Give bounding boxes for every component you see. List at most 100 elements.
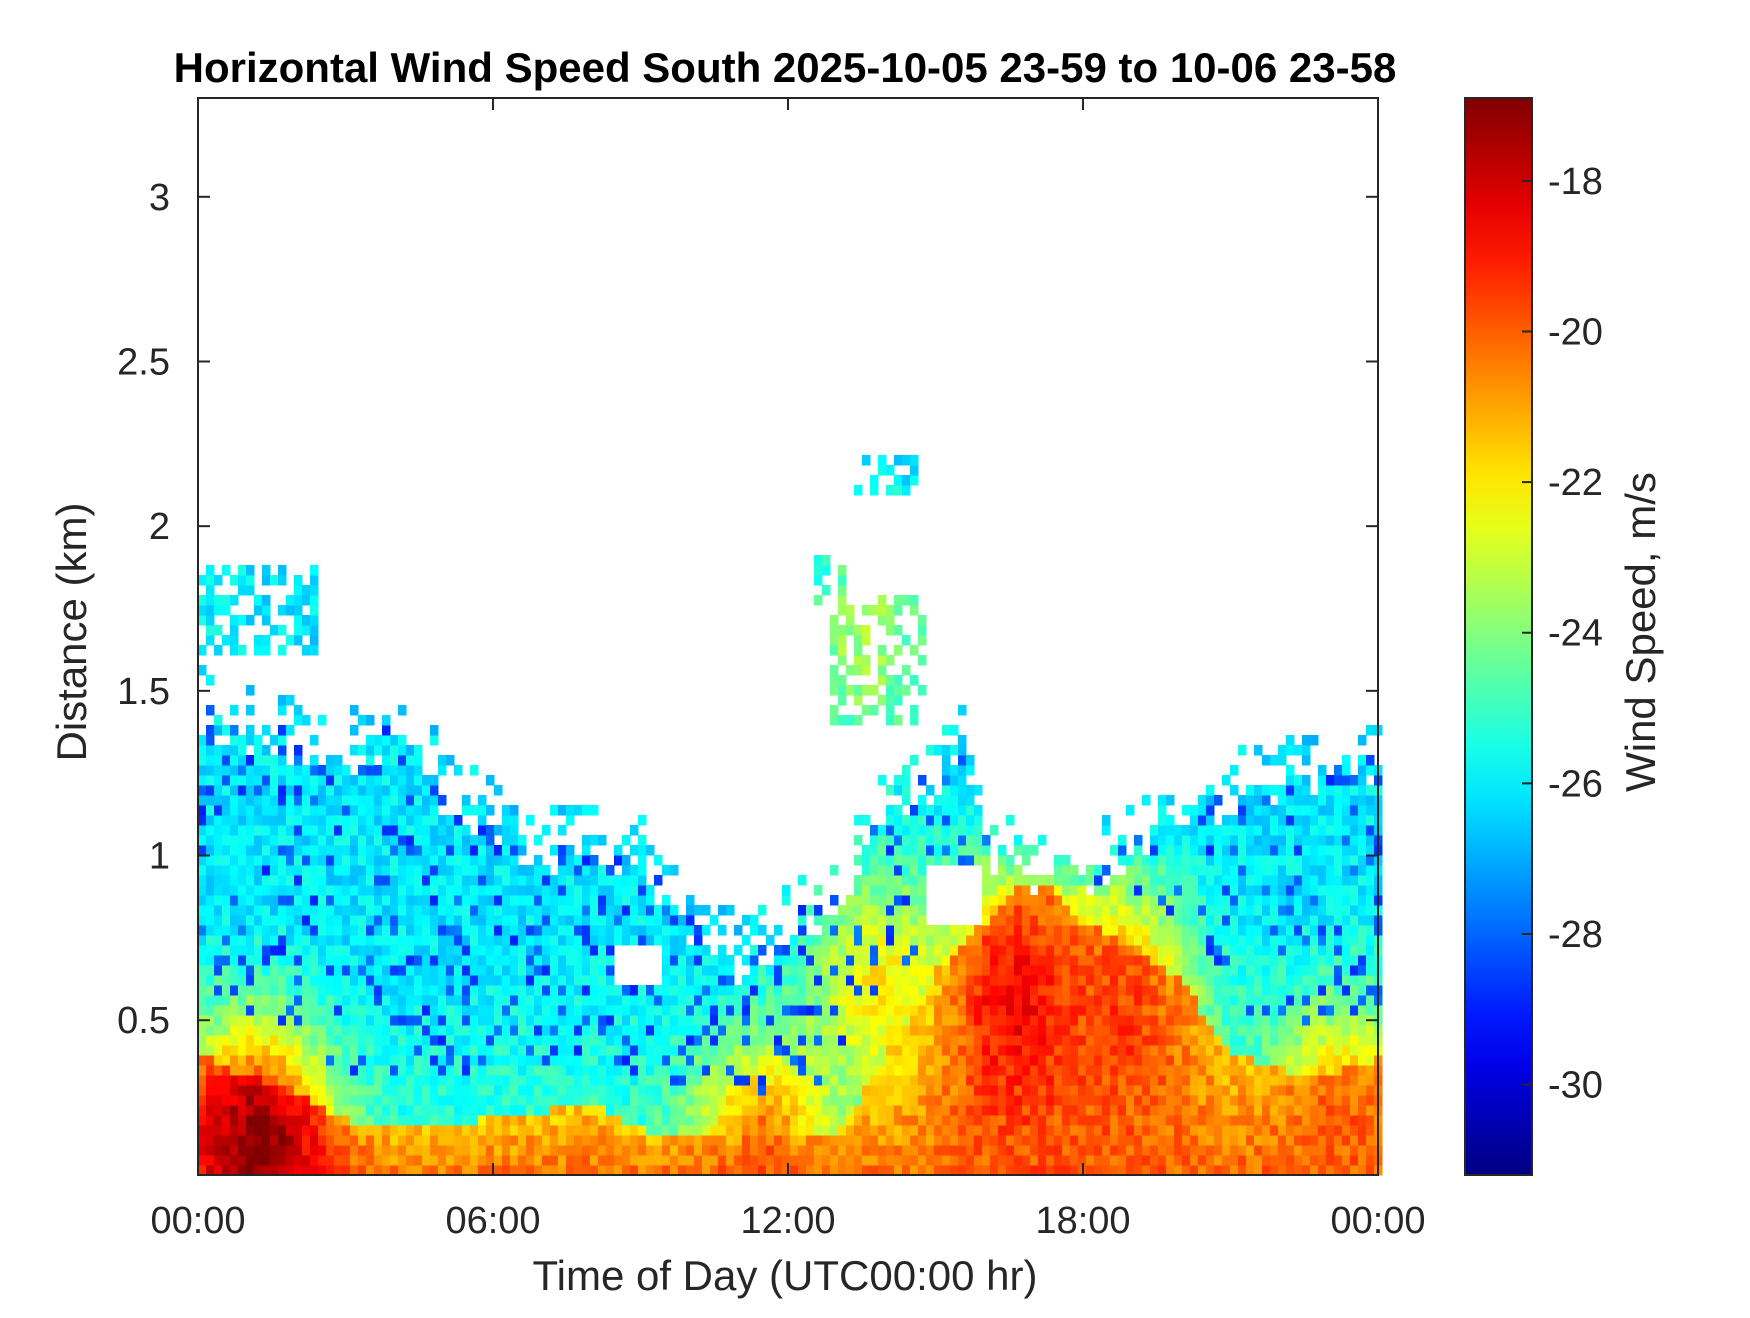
heatmap-cell <box>638 915 647 926</box>
heatmap-cell <box>214 575 223 586</box>
heatmap-cell <box>198 1055 207 1066</box>
heatmap-cell <box>774 1085 783 1096</box>
heatmap-cell <box>1230 1145 1239 1156</box>
heatmap-cell <box>334 975 343 986</box>
heatmap-cell <box>1094 1105 1103 1116</box>
heatmap-cell <box>374 745 383 756</box>
heatmap-cell <box>1190 835 1199 846</box>
heatmap-cell <box>878 1115 887 1126</box>
heatmap-cell <box>374 925 383 936</box>
heatmap-cell <box>982 855 991 866</box>
heatmap-cell <box>526 995 535 1006</box>
heatmap-cell <box>670 1015 679 1026</box>
heatmap-cell <box>1022 1125 1031 1136</box>
heatmap-cell <box>1246 815 1255 826</box>
heatmap-cell <box>262 1055 271 1066</box>
heatmap-cell <box>982 955 991 966</box>
heatmap-cell <box>278 855 287 866</box>
heatmap-cell <box>1270 955 1279 966</box>
heatmap-cell <box>934 1005 943 1016</box>
heatmap-cell <box>1134 985 1143 996</box>
heatmap-cell <box>1046 1045 1055 1056</box>
heatmap-cell <box>990 825 999 836</box>
heatmap-cell <box>1134 1015 1143 1026</box>
heatmap-cell <box>662 1145 671 1156</box>
heatmap-cell <box>1174 1065 1183 1076</box>
heatmap-cell <box>286 865 295 876</box>
heatmap-cell <box>246 725 255 736</box>
heatmap-cell <box>1142 955 1151 966</box>
heatmap-cell <box>454 855 463 866</box>
heatmap-cell <box>1142 1025 1151 1036</box>
heatmap-cell <box>1142 965 1151 976</box>
heatmap-cell <box>1278 755 1287 766</box>
heatmap-cell <box>590 1015 599 1026</box>
heatmap-cell <box>918 1135 927 1146</box>
heatmap-cell <box>310 1125 319 1136</box>
heatmap-cell <box>246 755 255 766</box>
heatmap-cell <box>574 915 583 926</box>
heatmap-cell <box>398 925 407 936</box>
heatmap-cell <box>622 865 631 876</box>
heatmap-cell <box>254 1095 263 1106</box>
heatmap-cell <box>390 795 399 806</box>
heatmap-cell <box>958 1145 967 1156</box>
heatmap-cell <box>846 685 855 696</box>
heatmap-cell <box>1270 1035 1279 1046</box>
heatmap-cell <box>574 1105 583 1116</box>
heatmap-cell <box>486 1155 495 1166</box>
heatmap-cell <box>638 925 647 936</box>
heatmap-cell <box>454 875 463 886</box>
heatmap-cell <box>566 945 575 956</box>
heatmap-cell <box>1046 945 1055 956</box>
heatmap-cell <box>454 1075 463 1086</box>
heatmap-cell <box>782 975 791 986</box>
heatmap-cell <box>774 1015 783 1026</box>
heatmap-cell <box>558 825 567 836</box>
heatmap-cell <box>774 1155 783 1166</box>
heatmap-cell <box>358 835 367 846</box>
heatmap-cell <box>374 995 383 1006</box>
heatmap-cell <box>438 965 447 976</box>
heatmap-cell <box>606 1025 615 1036</box>
heatmap-cell <box>542 935 551 946</box>
heatmap-cell <box>1078 965 1087 976</box>
heatmap-cell <box>302 1115 311 1126</box>
heatmap-cell <box>390 1085 399 1096</box>
heatmap-cell <box>198 955 207 966</box>
heatmap-cell <box>1270 845 1279 856</box>
heatmap-cell <box>1014 1105 1023 1116</box>
heatmap-cell <box>694 935 703 946</box>
heatmap-cell <box>870 935 879 946</box>
heatmap-cell <box>414 825 423 836</box>
heatmap-cell <box>574 1095 583 1106</box>
heatmap-cell <box>790 1155 799 1166</box>
heatmap-cell <box>702 1005 711 1016</box>
heatmap-cell <box>526 1115 535 1126</box>
heatmap-cell <box>278 625 287 636</box>
heatmap-cell <box>414 1095 423 1106</box>
heatmap-cell <box>1270 1165 1279 1176</box>
heatmap-cell <box>606 1125 615 1136</box>
heatmap-cell <box>694 1145 703 1156</box>
heatmap-cell <box>366 965 375 976</box>
heatmap-cell <box>550 995 559 1006</box>
heatmap-cell <box>1174 845 1183 856</box>
heatmap-cell <box>894 785 903 796</box>
heatmap-cell <box>1270 965 1279 976</box>
heatmap-cell <box>582 895 591 906</box>
heatmap-cell <box>1118 1135 1127 1146</box>
heatmap-cell <box>558 955 567 966</box>
heatmap-cell <box>734 995 743 1006</box>
heatmap-cell <box>318 1075 327 1086</box>
heatmap-cell <box>1286 865 1295 876</box>
heatmap-cell <box>1222 1145 1231 1156</box>
heatmap-cell <box>1062 885 1071 896</box>
heatmap-cell <box>390 1025 399 1036</box>
heatmap-cell <box>638 865 647 876</box>
heatmap-cell <box>814 1115 823 1126</box>
heatmap-cell <box>1214 1025 1223 1036</box>
heatmap-cell <box>830 635 839 646</box>
heatmap-cell <box>222 765 231 776</box>
heatmap-cell <box>198 935 207 946</box>
